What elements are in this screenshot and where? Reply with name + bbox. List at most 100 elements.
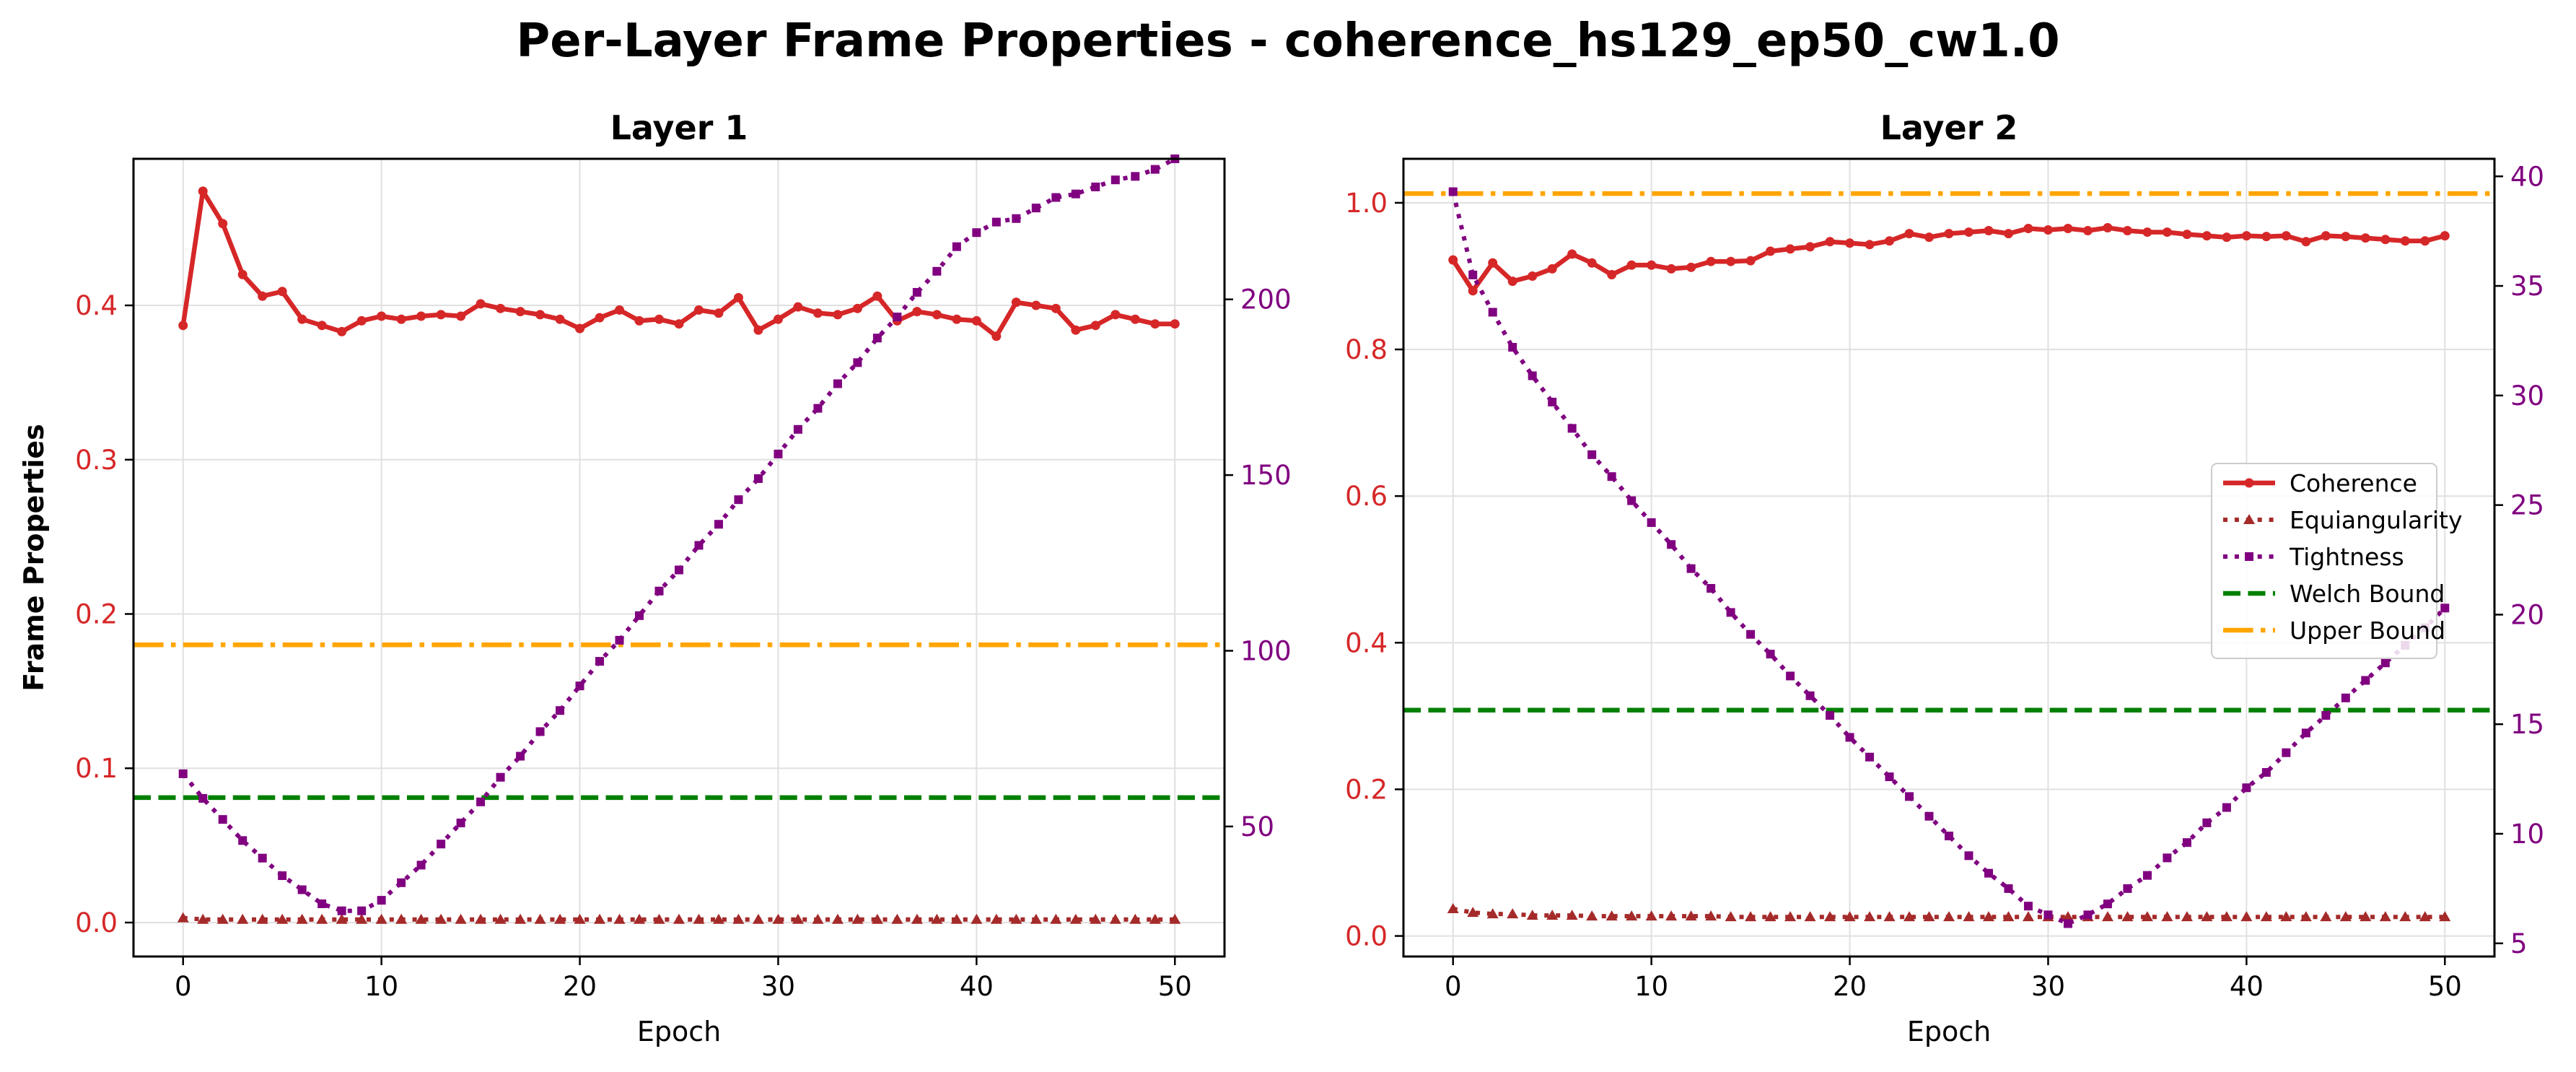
- tightness-point: [2023, 902, 2033, 911]
- equiangularity-point: [693, 913, 705, 924]
- coherence-point: [2202, 231, 2212, 241]
- equiangularity-point: [2320, 911, 2332, 922]
- figure-title: Per-Layer Frame Properties - coherence_h…: [516, 14, 2059, 68]
- coherence-point: [297, 314, 307, 324]
- equiangularity-legend-label: Equiangularity: [2290, 506, 2462, 534]
- tightness-point: [1746, 629, 1756, 639]
- coherence-point: [1785, 244, 1795, 254]
- coherence-point: [693, 305, 704, 315]
- tightness-point: [793, 424, 802, 434]
- coherence-point: [634, 315, 644, 326]
- coherence-point: [218, 219, 228, 229]
- tightness-point: [2142, 871, 2152, 880]
- equiangularity-point: [634, 913, 646, 924]
- y-axis-label: Frame Properties: [18, 424, 50, 692]
- tightness-point: [1012, 214, 1021, 223]
- tightness-legend-label: Tightness: [2289, 543, 2404, 571]
- tightness-point: [2043, 910, 2053, 920]
- coherence-point: [1468, 286, 1478, 296]
- tightness-point: [1548, 397, 1557, 406]
- y-tick-label: 0.4: [75, 290, 118, 321]
- coherence-point: [812, 308, 823, 318]
- tightness-point: [1707, 584, 1716, 593]
- equiangularity-point: [1844, 911, 1856, 922]
- tightness-point: [2103, 899, 2112, 909]
- x-tick-label: 40: [960, 971, 994, 1002]
- coherence-point: [595, 313, 605, 323]
- coherence-point: [1051, 303, 1061, 313]
- tightness-point: [2242, 783, 2251, 793]
- tightness-point: [2380, 658, 2390, 668]
- equiangularity-point: [1030, 913, 1042, 924]
- equiangularity-point: [514, 913, 527, 924]
- tightness-point: [813, 404, 823, 413]
- tightness-point: [893, 313, 902, 322]
- equiangularity-point: [1864, 911, 1876, 922]
- coherence-point: [912, 307, 922, 317]
- x-tick-label: 30: [2031, 971, 2065, 1002]
- equiangularity-point: [1566, 910, 1578, 920]
- equiangularity-point: [1050, 913, 1062, 924]
- tightness-point: [1945, 832, 1953, 841]
- tightness-point: [1726, 608, 1735, 617]
- equiangularity-point: [950, 913, 963, 924]
- coherence-point: [773, 314, 783, 324]
- equiangularity-point: [475, 913, 487, 924]
- coherence-point: [2043, 225, 2053, 235]
- layer-2-panel: 0 10 20 30 40 50 0.0 0.2 0.4 0.6 0.8 1.0 5 10 15 20 25 30…: [1345, 108, 2544, 1047]
- tightness-point: [654, 586, 664, 596]
- equiangularity-point: [1943, 911, 1955, 922]
- equiangularity-point: [752, 913, 764, 924]
- coherence-point: [356, 315, 367, 326]
- coherence-point: [1963, 227, 1973, 238]
- tightness-point: [1051, 193, 1061, 202]
- tightness-point: [2341, 693, 2350, 702]
- tightness-point: [952, 242, 961, 251]
- equiangularity-point: [1705, 910, 1717, 921]
- coherence-markers: [178, 186, 1180, 341]
- y2-tick-label: 15: [2510, 709, 2544, 740]
- tightness-point: [753, 474, 763, 483]
- tightness-point: [278, 871, 287, 881]
- equiangularity-point: [1784, 911, 1797, 922]
- coherence-point: [991, 331, 1002, 341]
- coherence-point: [1666, 263, 1676, 274]
- equiangularity-point: [494, 913, 507, 924]
- tightness-point: [535, 727, 545, 736]
- coherence-point: [2360, 233, 2370, 243]
- tightness-point: [258, 853, 267, 863]
- equiangularity-point: [316, 913, 328, 924]
- coherence-point: [555, 314, 565, 324]
- equiangularity-point: [574, 913, 586, 924]
- equiangularity-point: [1486, 908, 1499, 919]
- tightness-point: [1528, 371, 1537, 380]
- tightness-point: [2182, 838, 2191, 847]
- coherence-point: [833, 310, 843, 320]
- tightness-point: [1031, 204, 1041, 213]
- tightness-point: [456, 819, 465, 828]
- equiangularity-point: [1982, 911, 1994, 922]
- tightness-point: [377, 896, 386, 905]
- coherence-point: [2082, 226, 2093, 236]
- y-tick-label: 1.0: [1345, 188, 1388, 219]
- tightness-point: [991, 217, 1001, 227]
- tightness-point: [615, 635, 624, 645]
- coherence-point: [2222, 232, 2232, 243]
- tightness-point: [1885, 772, 1894, 782]
- coherence-point: [2023, 223, 2033, 233]
- layer-1-panel: 0 10 20 30 40 50 0.0 0.1 0.2 0.3 0.4 50 100 150 200 Lay…: [18, 108, 1292, 1047]
- tightness-point: [734, 495, 743, 505]
- coherence-point: [1865, 240, 1875, 250]
- equiangularity-point: [455, 913, 467, 924]
- equiangularity-point: [1903, 911, 1916, 922]
- equiangularity-point: [653, 913, 665, 924]
- coherence-point: [1011, 297, 1021, 308]
- tightness-point: [2321, 711, 2331, 720]
- equiangularity-point: [851, 913, 864, 924]
- equiangularity-point: [1169, 913, 1181, 924]
- coherence-point: [615, 305, 625, 315]
- coherence-point: [2142, 227, 2152, 238]
- equiangularity-point: [216, 913, 229, 924]
- coherence-point: [1706, 256, 1716, 266]
- y2-tick-label: 200: [1240, 284, 1292, 315]
